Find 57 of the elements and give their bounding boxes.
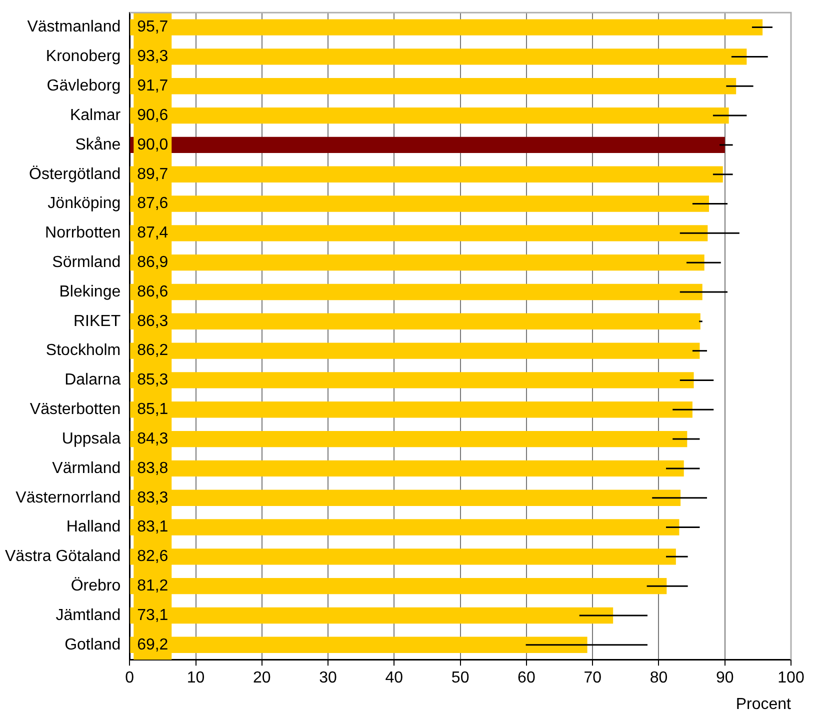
- y-tick-label: Östergötland: [29, 164, 121, 183]
- data-label: 82,6: [137, 548, 168, 566]
- data-label: 86,9: [137, 254, 168, 271]
- x-tick-label: 30: [319, 670, 338, 687]
- y-tick-label: Örebro: [70, 576, 121, 594]
- y-tick-label: Blekinge: [59, 283, 121, 300]
- y-tick-label: Västerbotten: [30, 401, 121, 418]
- y-tick-label: Gävleborg: [46, 78, 121, 95]
- y-tick-label: Skåne: [75, 136, 121, 154]
- x-tick-label: 80: [650, 670, 668, 687]
- x-tick-label: 100: [778, 670, 804, 687]
- x-tick-label: 90: [716, 670, 734, 687]
- y-tick-label: Sörmland: [52, 254, 121, 271]
- data-label: 90,0: [137, 136, 168, 154]
- x-tick-label: 40: [385, 670, 404, 687]
- y-tick-label: Värmland: [52, 460, 121, 477]
- data-label: 91,7: [137, 78, 168, 95]
- data-label: 83,3: [137, 489, 168, 506]
- data-label: 93,3: [137, 48, 168, 66]
- data-label: 83,1: [137, 518, 168, 536]
- y-tick-label: Jämtland: [56, 606, 121, 624]
- data-label: 86,6: [137, 283, 168, 300]
- data-label: 87,6: [137, 195, 168, 212]
- data-label: 84,3: [137, 430, 168, 448]
- data-label: 69,2: [137, 636, 168, 654]
- y-tick-label: Stockholm: [46, 342, 121, 360]
- data-label: 95,7: [137, 18, 168, 36]
- y-tick-label: Gotland: [64, 636, 121, 654]
- y-tick-label: Västmanland: [27, 18, 121, 36]
- data-label: 86,2: [137, 342, 168, 360]
- y-tick-label: Västernorrland: [16, 489, 121, 506]
- data-label: 81,2: [137, 577, 168, 594]
- data-label: 83,8: [137, 460, 168, 477]
- x-axis-title: Procent: [736, 696, 792, 713]
- x-tick-label: 70: [584, 670, 602, 687]
- y-tick-label: Västra Götaland: [5, 548, 121, 566]
- y-tick-label: RIKET: [74, 312, 121, 330]
- data-label: 87,4: [137, 224, 168, 242]
- x-tick-label: 50: [451, 670, 470, 687]
- x-tick-label: 20: [253, 670, 271, 687]
- data-label: 73,1: [137, 606, 168, 624]
- y-tick-label: Kronoberg: [46, 48, 121, 66]
- data-label: 90,6: [137, 106, 168, 124]
- y-tick-label: Uppsala: [62, 430, 121, 448]
- data-label: 85,1: [137, 401, 168, 418]
- y-tick-label: Halland: [66, 518, 121, 536]
- data-label: 89,7: [137, 166, 168, 183]
- x-tick-label: 0: [125, 670, 134, 687]
- y-tick-label: Norrbotten: [45, 224, 121, 242]
- x-tick-label: 60: [518, 670, 536, 687]
- y-tick-label: Jönköping: [48, 195, 121, 212]
- bar: [130, 136, 725, 154]
- y-tick-label: Dalarna: [64, 372, 121, 389]
- y-tick-label: Kalmar: [70, 106, 122, 124]
- data-label: 86,3: [137, 312, 168, 330]
- x-tick-label: 10: [186, 670, 205, 687]
- data-label: 85,3: [137, 372, 168, 389]
